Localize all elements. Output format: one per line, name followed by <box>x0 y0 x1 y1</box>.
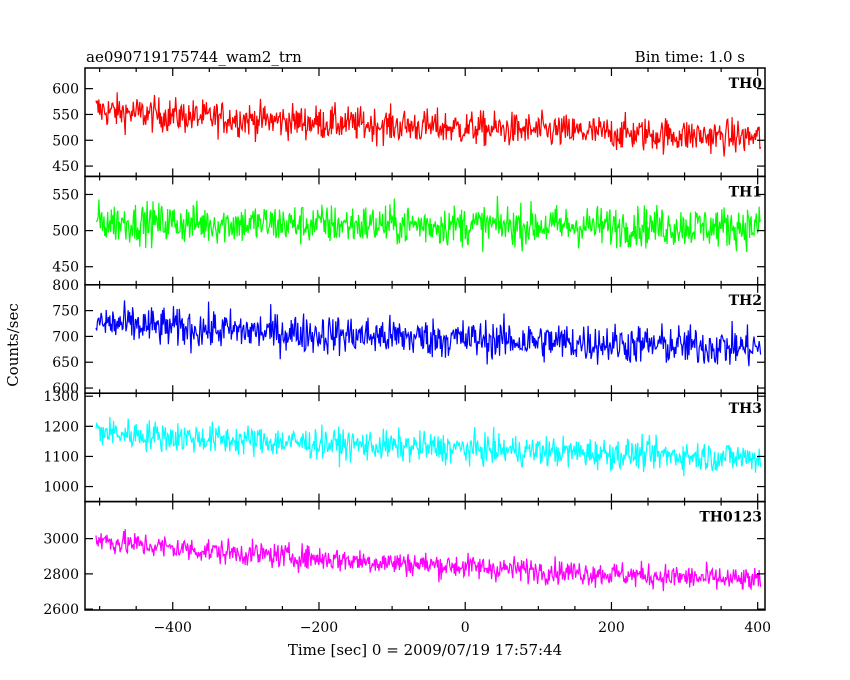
series-th3 <box>95 416 762 477</box>
y-tick-label: 550 <box>52 107 79 123</box>
series-th0 <box>95 92 762 157</box>
y-tick-label: 1300 <box>43 389 79 405</box>
y-tick-label: 2600 <box>43 602 79 618</box>
series-th2 <box>95 300 762 367</box>
y-axis-label: Counts/sec <box>4 303 22 387</box>
x-tick-label: 400 <box>744 620 771 636</box>
panel-label: TH2 <box>729 293 762 309</box>
x-tick-label: −200 <box>300 620 338 636</box>
x-tick-label: −400 <box>154 620 192 636</box>
panel-label: TH0 <box>729 76 763 92</box>
y-tick-label: 1100 <box>43 449 79 465</box>
y-tick-label: 700 <box>52 329 79 345</box>
chart-title: ae090719175744_wam2_trn <box>86 48 302 66</box>
x-tick-label: 200 <box>598 620 625 636</box>
series-th0123 <box>95 528 762 592</box>
y-tick-label: 750 <box>52 304 79 320</box>
panel-th0: 450 500 550 600 TH0 <box>52 67 766 178</box>
panel-th2: 600 650 700 750 800 TH2 <box>52 278 766 397</box>
panel-label: TH0123 <box>699 510 762 526</box>
y-tick-label: 450 <box>52 159 79 175</box>
panel-frame <box>84 500 766 611</box>
y-tick-label: 500 <box>52 224 79 240</box>
panel-frame <box>84 392 766 503</box>
panel-label: TH1 <box>729 184 762 200</box>
y-tick-label: 550 <box>52 187 79 203</box>
bin-time-label: Bin time: 1.0 s <box>635 48 745 66</box>
y-tick-label: 600 <box>52 381 79 397</box>
y-tick-label: 650 <box>52 355 79 371</box>
y-tick-label: 2800 <box>43 567 79 583</box>
panels: 450 500 550 600 TH0 450 500 550 TH1 600 650 700 750 8… <box>43 67 766 618</box>
y-tick-label: 1200 <box>43 419 79 435</box>
panel-label: TH3 <box>729 401 762 417</box>
panel-th3: 1000 1100 1200 1300 TH3 <box>43 389 766 503</box>
x-axis: −400 −200 0 200 400 <box>154 620 772 636</box>
series-th1 <box>95 195 762 253</box>
x-axis-label: Time [sec] 0 = 2009/07/19 17:57:44 <box>288 641 562 659</box>
y-tick-label: 450 <box>52 260 79 276</box>
y-tick-label: 500 <box>52 133 79 149</box>
x-tick-label: 0 <box>461 620 470 636</box>
y-tick-label: 1000 <box>43 480 79 496</box>
panel-th0123: 2600 2800 3000 TH0123 <box>43 500 766 618</box>
y-tick-label: 600 <box>52 82 79 98</box>
panel-th1: 450 500 550 TH1 <box>52 175 766 286</box>
y-tick-label: 3000 <box>43 532 79 548</box>
y-tick-label: 800 <box>52 278 79 294</box>
